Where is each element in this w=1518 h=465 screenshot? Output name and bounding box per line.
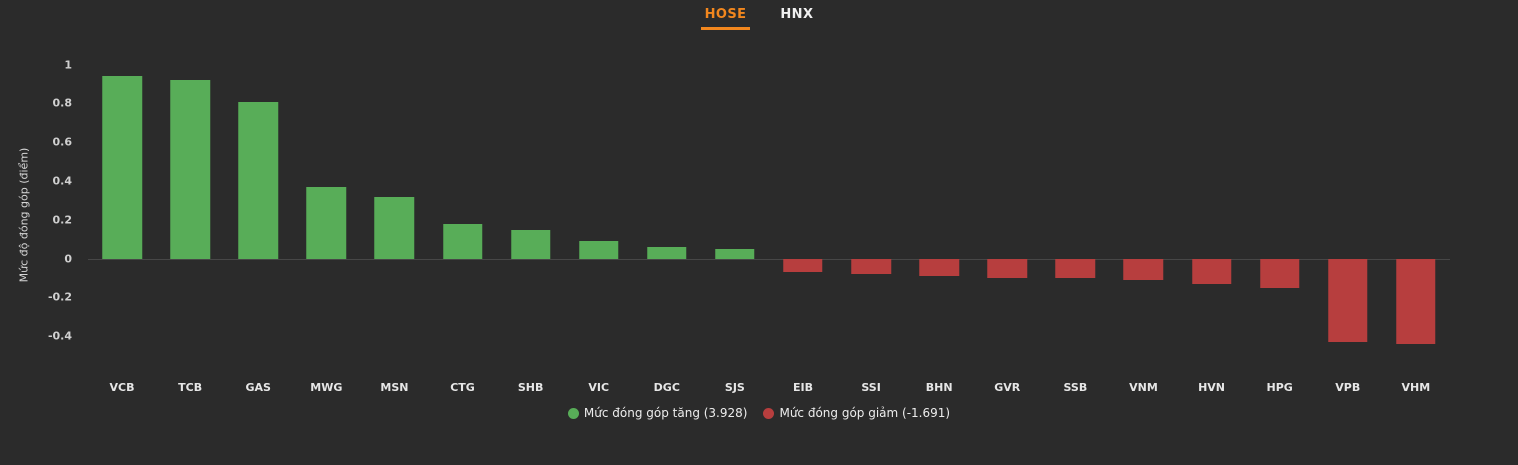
bar-tcb[interactable] — [170, 80, 210, 259]
x-axis-label: CTG — [450, 380, 475, 394]
bar-mwg[interactable] — [306, 186, 347, 259]
bar-dgc[interactable] — [647, 247, 687, 259]
bar-ssb[interactable] — [1055, 258, 1096, 279]
bar-slot — [1178, 55, 1246, 375]
x-axis-label: VHM — [1401, 380, 1431, 394]
bar-slot — [1382, 55, 1450, 375]
x-axis-label: GAS — [245, 380, 271, 394]
x-axis-label: HPG — [1266, 380, 1293, 394]
bar-eib[interactable] — [783, 258, 823, 273]
bar-slot — [292, 55, 360, 375]
bar-slot — [973, 55, 1041, 375]
y-tick-label: 0.4 — [52, 174, 73, 188]
bar-slot — [1041, 55, 1109, 375]
x-axis-label: SHB — [517, 380, 544, 394]
bar-slot — [224, 55, 292, 375]
tab-hose[interactable]: HOSE — [700, 3, 751, 30]
legend-item-increase[interactable]: Mức đóng góp tăng (3.928) — [567, 406, 748, 420]
x-axis-label: SSI — [861, 380, 881, 394]
bar-vcb[interactable] — [102, 76, 142, 259]
contribution-chart: Mức độ đóng góp (điểm) 1 0.8 0.6 0.4 0.2 0 -0.… — [0, 55, 1518, 375]
bar-msn[interactable] — [374, 196, 415, 259]
bar-vhm[interactable] — [1396, 258, 1436, 344]
bar-gvr[interactable] — [987, 258, 1028, 279]
y-tick-label: 1 — [64, 58, 72, 72]
bar-ssi[interactable] — [851, 258, 891, 275]
x-axis-label: EIB — [792, 380, 813, 394]
bar-bhn[interactable] — [919, 258, 959, 277]
bar-gas[interactable] — [238, 101, 278, 259]
x-axis-label: BHN — [925, 380, 953, 394]
bar-ctg[interactable] — [442, 223, 483, 259]
x-axis-label: MWG — [310, 380, 343, 394]
bar-slot — [428, 55, 496, 375]
bar-slot — [156, 55, 224, 375]
bar-sjs[interactable] — [715, 248, 755, 259]
exchange-tabs: HOSE HNX — [0, 0, 1518, 32]
zero-line — [88, 258, 1450, 260]
x-axis-label: SSB — [1063, 380, 1088, 394]
bar-vic[interactable] — [578, 241, 619, 259]
x-axis-label: HVN — [1198, 380, 1226, 394]
bar-slot — [497, 55, 565, 375]
x-axis-label: MSN — [380, 380, 409, 394]
bar-slot — [1109, 55, 1177, 375]
x-axis-label: TCB — [178, 380, 203, 394]
x-axis-label: VIC — [588, 380, 610, 394]
y-tick-label: 0.2 — [52, 213, 73, 227]
y-tick-label: -0.2 — [47, 290, 72, 304]
bar-slot — [1246, 55, 1314, 375]
y-tick-label: 0 — [64, 252, 72, 266]
x-axis-label: DGC — [653, 380, 680, 394]
x-axis: VCB TCB GAS MWG MSN CTG SHB VIC DGC SJS EIB SSI BHN G… — [88, 375, 1450, 399]
bar-hpg[interactable] — [1259, 258, 1300, 288]
bar-vnm[interactable] — [1123, 258, 1164, 280]
bar-slot — [633, 55, 701, 375]
y-axis: 1 0.8 0.6 0.4 0.2 0 -0.2 -0.4 — [0, 55, 80, 375]
bar-slot — [360, 55, 428, 375]
bar-slot — [701, 55, 769, 375]
x-axis-label: VCB — [109, 380, 135, 394]
y-tick-label: 0.8 — [52, 96, 73, 110]
tab-hnx[interactable]: HNX — [780, 7, 814, 22]
legend-label-decrease: Mức đóng góp giảm (-1.691) — [779, 406, 951, 420]
increase-dot-icon — [567, 407, 579, 419]
bar-slot — [565, 55, 633, 375]
bar-slot — [769, 55, 837, 375]
bar-slot — [837, 55, 905, 375]
bar-slot — [905, 55, 973, 375]
bar-hvn[interactable] — [1191, 258, 1232, 284]
plot-area — [88, 55, 1450, 375]
y-tick-label: 0.6 — [52, 135, 73, 149]
bar-slot — [88, 55, 156, 375]
chart-legend: Mức đóng góp tăng (3.928) Mức đóng góp g… — [0, 402, 1518, 424]
decrease-dot-icon — [763, 407, 775, 419]
y-tick-label: -0.4 — [47, 329, 72, 343]
x-axis-label: VPB — [1335, 380, 1361, 394]
x-axis-label: SJS — [724, 380, 745, 394]
x-axis-label: GVR — [994, 380, 1021, 394]
legend-item-decrease[interactable]: Mức đóng góp giảm (-1.691) — [763, 406, 950, 420]
legend-label-increase: Mức đóng góp tăng (3.928) — [583, 406, 748, 420]
bar-slot — [1314, 55, 1382, 375]
bar-vpb[interactable] — [1327, 258, 1368, 343]
bar-shb[interactable] — [510, 229, 551, 259]
x-axis-label: VNM — [1129, 380, 1158, 394]
